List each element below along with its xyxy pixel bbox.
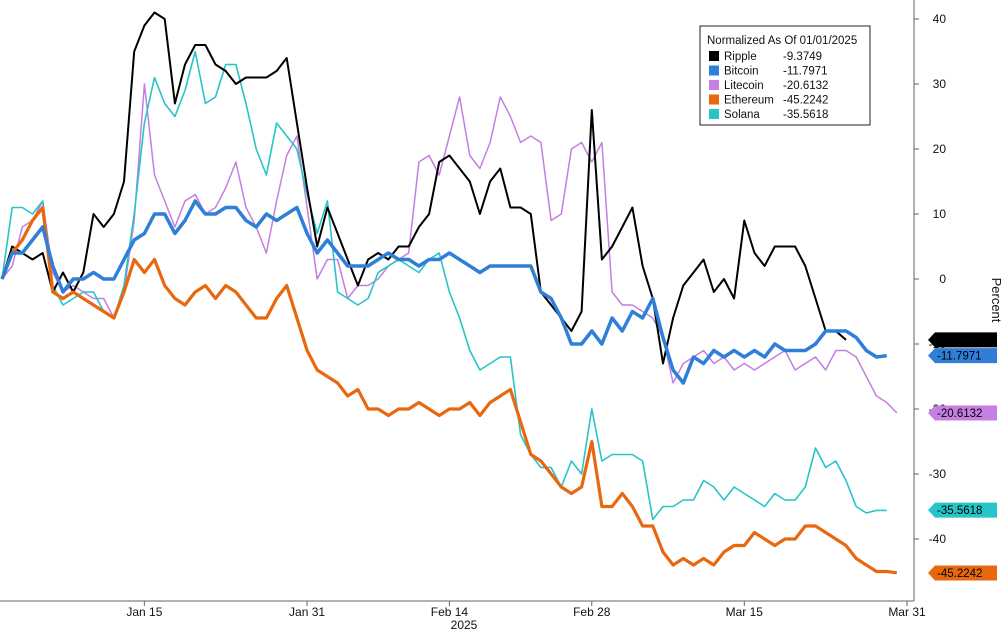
legend-box: [699, 25, 871, 126]
legend-swatch-ripple: [709, 51, 719, 61]
end-label-ethereum: -45.2242: [928, 565, 997, 581]
x-tick-label: Jan 31: [289, 605, 325, 619]
end-labels: -9.3749 -11.7971 -20.6132 -45.2242 -35.5618: [928, 332, 997, 581]
y-tick-label: 40: [933, 12, 947, 26]
end-label-tag: [928, 405, 997, 421]
end-label-text: -9.3749: [937, 335, 976, 347]
legend: Normalized As Of 01/01/2025 Ripple -9.374…: [699, 25, 871, 126]
end-label-text: -35.5618: [937, 505, 982, 517]
x-tick-label: Mar 31: [888, 605, 926, 619]
legend-value-solana: -35.5618: [783, 109, 828, 121]
y-axis-label: Percent: [989, 278, 1004, 323]
legend-label-solana: Solana: [724, 109, 760, 121]
x-tick-label: Jan 15: [126, 605, 162, 619]
legend-value-ethereum: -45.2242: [783, 95, 828, 107]
legend-swatch-bitcoin: [709, 65, 719, 76]
series-lines: [0, 11, 898, 575]
x-axis-year-label: 2025: [451, 618, 478, 632]
x-tick-label: Feb 28: [573, 605, 611, 619]
end-label-text: -20.6132: [937, 408, 982, 420]
legend-swatch-litecoin: [709, 80, 719, 90]
legend-label-ethereum: Ethereum: [724, 95, 774, 107]
y-tick-label: 0: [939, 272, 946, 286]
x-axis: Jan 15 Jan 31 Feb 14 Feb 28 Mar 15 Mar 31: [0, 600, 926, 619]
x-tick-label: Mar 15: [726, 605, 764, 619]
end-label-tag: [928, 502, 997, 518]
legend-title: Normalized As Of 01/01/2025: [707, 35, 857, 47]
series-line-ethereum: [0, 205, 898, 575]
y-tick-label: -30: [929, 467, 947, 481]
legend-value-litecoin: -20.6132: [783, 80, 828, 92]
end-label-text: -45.2242: [937, 568, 982, 580]
y-tick-label: 20: [933, 142, 947, 156]
y-tick-label: 10: [933, 207, 947, 221]
series-line-bitcoin: [0, 199, 887, 385]
series-line-ripple: [1, 11, 847, 365]
legend-label-bitcoin: Bitcoin: [724, 66, 759, 78]
end-label-ripple: -9.3749: [928, 332, 997, 348]
series-line-litecoin: [1, 83, 898, 414]
end-label-text: -11.7971: [937, 351, 982, 363]
end-label-tag: [928, 565, 997, 581]
legend-value-ripple: -9.3749: [783, 51, 822, 63]
y-tick-label: -40: [929, 532, 947, 546]
legend-value-bitcoin: -11.7971: [783, 66, 828, 78]
legend-label-ripple: Ripple: [724, 51, 757, 63]
end-label-tag: [928, 348, 997, 364]
end-label-litecoin: -20.6132: [928, 405, 997, 421]
end-label-solana: -35.5618: [928, 502, 997, 518]
end-label-tag: [928, 332, 997, 348]
x-tick-label: Feb 14: [431, 605, 469, 619]
y-tick-label: 30: [933, 77, 947, 91]
legend-swatch-ethereum: [709, 94, 719, 105]
legend-label-litecoin: Litecoin: [724, 80, 764, 92]
end-label-bitcoin: -11.7971: [928, 348, 997, 364]
series-line-solana: [1, 50, 887, 521]
legend-swatch-solana: [709, 109, 719, 119]
